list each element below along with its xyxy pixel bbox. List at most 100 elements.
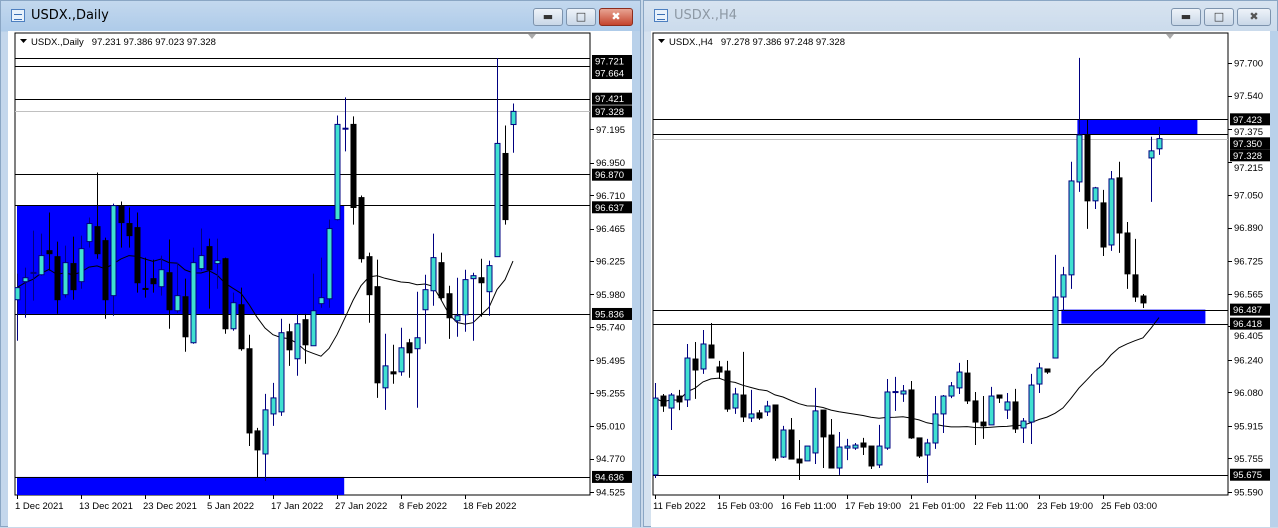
bear-candle — [254, 427, 261, 479]
candle-body — [836, 446, 843, 469]
bear-candle — [102, 237, 109, 319]
bull-candle — [804, 445, 811, 462]
window-border-strip — [632, 31, 640, 527]
candle-body — [916, 437, 923, 457]
bear-candle — [1012, 388, 1019, 434]
time-axis-label: 13 Dec 2021 — [79, 501, 133, 512]
bull-candle — [668, 392, 675, 430]
price-label: 97.664 — [595, 69, 624, 80]
candle-body — [62, 262, 69, 296]
bear-candle — [94, 172, 101, 259]
bear-candle — [126, 207, 133, 248]
candle-body — [892, 391, 899, 394]
candle-body — [1132, 274, 1139, 298]
bear-candle — [286, 323, 293, 366]
price-axis-label: 95.590 — [1234, 488, 1263, 499]
chart-window-daily[interactable]: USDX.,Daily ▬ □ ✖ USDX.,Daily 97.231 97.3… — [0, 0, 641, 527]
candle-body — [270, 397, 277, 415]
triangle-down-icon — [20, 39, 27, 43]
price-axis-label: 96.890 — [1234, 223, 1263, 234]
candle-body — [676, 395, 683, 403]
bear-candle — [964, 360, 971, 404]
bull-candle — [310, 273, 317, 347]
bear-candle — [972, 391, 979, 446]
minimize-button[interactable]: ▬ — [1171, 8, 1201, 26]
candle-body — [900, 390, 907, 395]
candlestick-chart-daily[interactable]: USDX.,Daily 97.231 97.386 97.023 97.328 97… — [1, 1, 642, 528]
candle-body — [382, 365, 389, 389]
candle-body — [110, 205, 117, 297]
bull-candle — [174, 262, 181, 313]
candle-body — [1124, 232, 1131, 275]
candle-body — [908, 389, 915, 439]
candle-body — [940, 395, 947, 415]
candle-body — [988, 395, 995, 426]
chart-legend-symbol: USDX.,H4 — [669, 37, 713, 48]
candle-body — [756, 412, 763, 419]
restore-button[interactable]: □ — [1204, 8, 1234, 26]
price-label-box — [1230, 149, 1270, 162]
bull-candle — [334, 115, 341, 221]
candle-body — [30, 271, 37, 274]
minimize-button[interactable]: ▬ — [533, 8, 563, 26]
price-label-box — [592, 470, 632, 483]
price-axis-label: 95.740 — [596, 323, 625, 334]
bull-candle — [948, 382, 955, 399]
bear-candle — [366, 252, 373, 323]
candle-body — [804, 445, 811, 462]
bull-candle — [262, 393, 269, 482]
price-axis-label: 97.375 — [1234, 127, 1263, 138]
zone-rectangle — [17, 205, 345, 314]
candle-body — [708, 344, 715, 359]
restore-button[interactable]: □ — [566, 8, 596, 26]
bull-candle — [198, 228, 205, 271]
chart-legend-ohlc: 97.231 97.386 97.023 97.328 — [92, 37, 216, 48]
candlestick-chart-h4[interactable]: USDX.,H4 97.278 97.386 97.248 97.328 97.70… — [644, 1, 1278, 528]
title-bar[interactable]: USDX.,H4 ▬ □ ✖ — [644, 1, 1277, 31]
candle-body — [844, 445, 851, 449]
bear-candle — [916, 437, 923, 459]
close-button[interactable]: ✖ — [1237, 8, 1271, 26]
price-axis-label: 95.755 — [1234, 454, 1263, 465]
chart-legend-symbol: USDX.,Daily — [31, 37, 84, 48]
candle-body — [366, 256, 373, 296]
bull-candle — [342, 97, 349, 152]
bull-candle — [1092, 186, 1099, 209]
price-axis-label: 95.495 — [596, 356, 625, 367]
candle-body — [1004, 401, 1011, 411]
bull-candle — [780, 425, 787, 459]
title-bar[interactable]: USDX.,Daily ▬ □ ✖ — [1, 1, 640, 31]
bull-candle — [844, 438, 851, 461]
candle-body — [374, 286, 381, 384]
time-axis-label: 16 Feb 11:00 — [781, 501, 836, 512]
candle-body — [230, 302, 237, 330]
chart-legend-ohlc: 97.278 97.386 97.248 97.328 — [721, 37, 845, 48]
bear-candle — [676, 389, 683, 411]
candle-body — [1156, 138, 1163, 150]
bear-candle — [46, 212, 53, 271]
price-label-box — [592, 67, 632, 79]
time-axis-label: 18 Feb 2022 — [463, 501, 516, 512]
candle-body — [796, 458, 803, 464]
chart-window-h4[interactable]: USDX.,H4 ▬ □ ✖ USDX.,H4 97.278 97.386 97.… — [643, 0, 1278, 527]
candle-body — [494, 142, 501, 258]
bear-candle — [150, 259, 157, 293]
candle-body — [1108, 178, 1115, 246]
bear-candle — [54, 241, 61, 314]
bear-candle — [1124, 221, 1131, 289]
bear-candle — [868, 445, 875, 470]
price-label: 97.721 — [595, 57, 624, 68]
time-axis-label: 23 Dec 2021 — [143, 501, 197, 512]
price-label-box — [592, 168, 632, 181]
bull-candle — [278, 318, 285, 416]
candle-body — [222, 258, 229, 330]
price-label-box — [1230, 137, 1270, 150]
moving-average-line — [654, 317, 1160, 429]
bull-candle — [110, 203, 117, 316]
bull-candle — [900, 385, 907, 402]
candle-body — [358, 197, 365, 260]
bull-candle — [1108, 170, 1115, 251]
close-button[interactable]: ✖ — [599, 8, 633, 26]
bear-candle — [1140, 293, 1147, 308]
candle-body — [302, 319, 309, 346]
